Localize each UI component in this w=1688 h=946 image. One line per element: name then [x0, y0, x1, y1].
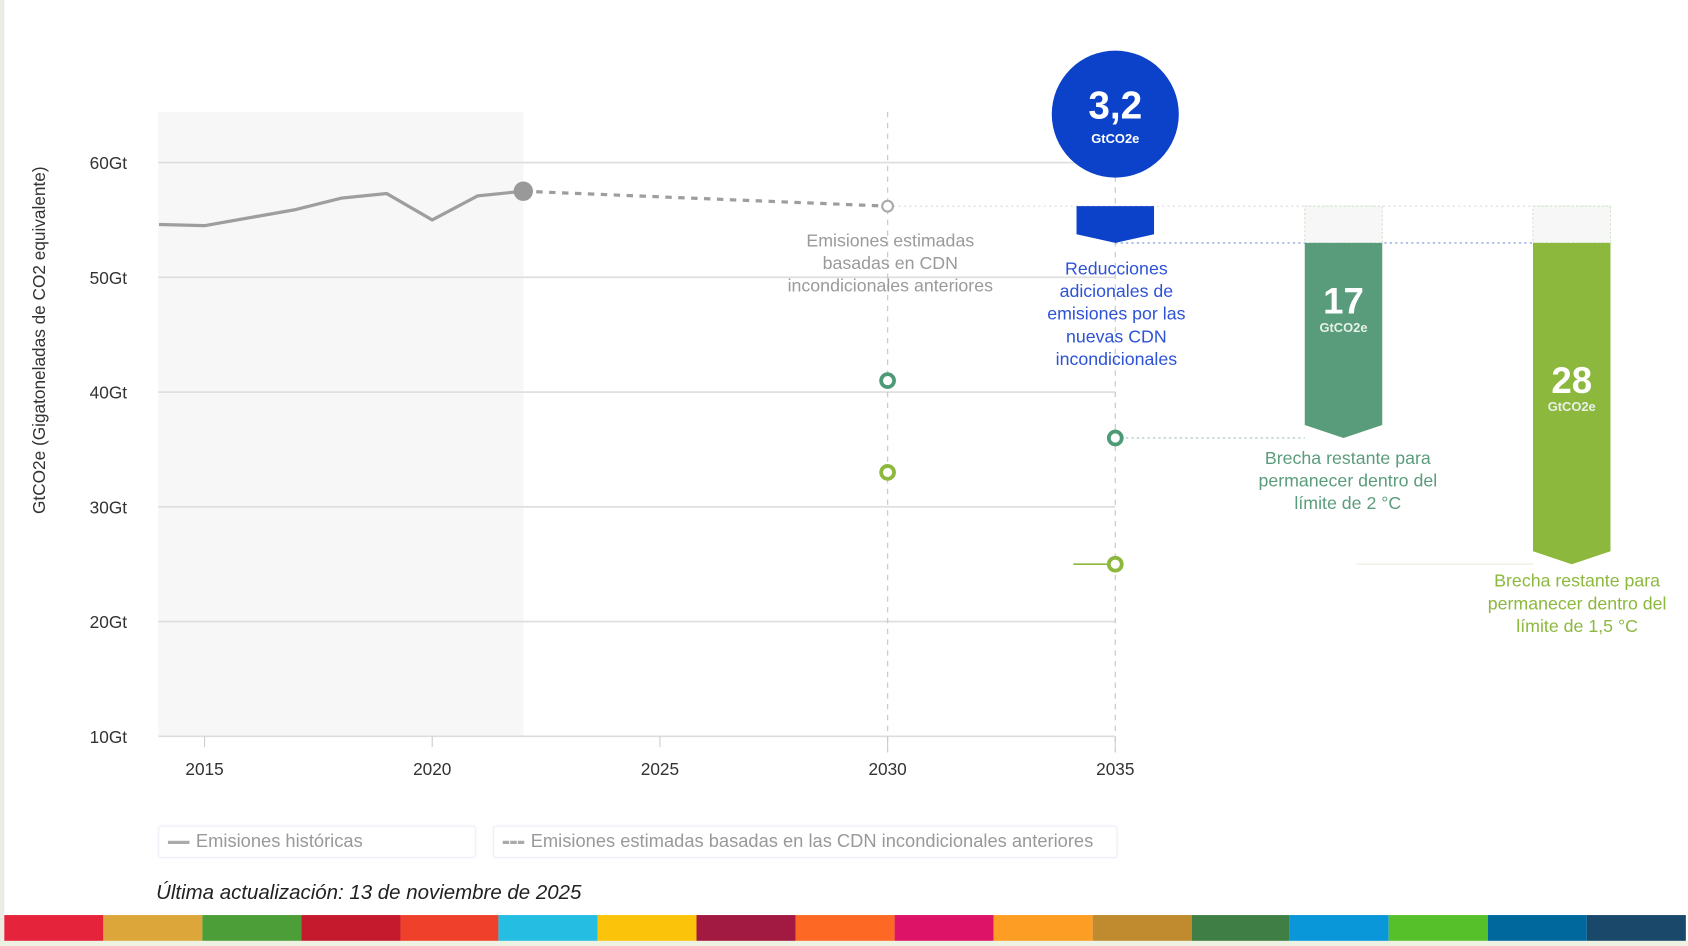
gap-bar-outline	[1304, 205, 1383, 244]
sdg-color-10	[894, 915, 994, 941]
target-point-2030	[879, 464, 896, 481]
reduction-bubble	[1051, 50, 1179, 178]
emissions-chart: 10Gt 20Gt 30Gt 40Gt 50Gt 60Gt 2015 2020 2025 2030…	[90, 50, 1612, 779]
x-tick-label: 2020	[413, 759, 451, 779]
y-axis-label: GtCO2e (Gigatoneladas de CO2 equivalente…	[31, 166, 50, 514]
target-point-2035	[1106, 429, 1124, 447]
y-tick-label: 10Gt	[90, 727, 128, 747]
y-tick-label: 20Gt	[90, 612, 128, 632]
sdg-color-14	[1290, 915, 1389, 941]
sdg-color-9	[795, 915, 895, 941]
legend-item-projected[interactable]: Emisiones estimadas basadas en las CDN i…	[493, 825, 1118, 858]
sdg-color-17	[1586, 915, 1686, 941]
legend-label: Emisiones estimadas basadas en las CDN i…	[530, 831, 1094, 852]
gap-value: 17	[1323, 281, 1364, 322]
sdg-color-2	[103, 915, 203, 941]
gap-2c-label: Brecha restante para permanecer dentro d…	[1258, 448, 1438, 514]
x-tick-label: 2015	[185, 759, 223, 779]
projected-2030-point	[881, 199, 895, 213]
bottom-edge	[0, 940, 1688, 946]
sdg-color-12	[1092, 915, 1192, 941]
legend-item-historical[interactable]: Emisiones históricas	[158, 825, 476, 858]
reduction-value: 3,2	[1088, 84, 1142, 127]
gap-bar-17	[1304, 242, 1383, 438]
target-point-2035	[1106, 555, 1124, 573]
sdg-color-16	[1487, 915, 1587, 941]
y-tick-label: 30Gt	[90, 497, 128, 517]
x-tick-label: 2035	[1096, 759, 1134, 779]
sdg-color-5	[399, 915, 499, 941]
sdg-color-15	[1388, 915, 1488, 941]
sdg-color-1	[4, 915, 104, 941]
sdg-color-strip	[4, 915, 1686, 941]
gap-bar-outline	[1532, 205, 1612, 244]
gap-unit: GtCO2e	[1319, 320, 1367, 335]
reduction-label: Reducciones adicionales de emisiones por…	[1047, 259, 1186, 370]
sdg-color-8	[696, 915, 796, 941]
solid-line-swatch	[167, 840, 190, 844]
sdg-color-7	[597, 915, 697, 941]
y-tick-label: 50Gt	[90, 268, 128, 288]
y-tick-label: 40Gt	[90, 383, 128, 403]
x-tick-label: 2025	[641, 759, 679, 779]
gap-15c-label: Brecha restante para permanecer dentro d…	[1487, 571, 1667, 637]
historical-emissions-line	[158, 189, 524, 228]
sdg-color-11	[993, 915, 1093, 941]
sdg-color-13	[1191, 915, 1291, 941]
last-updated: Última actualización: 13 de noviembre de…	[156, 881, 582, 905]
target-point-2030	[879, 372, 896, 389]
sdg-color-6	[498, 915, 598, 941]
historical-shading	[158, 111, 524, 737]
window-edge	[0, 0, 5, 946]
legend-label: Emisiones históricas	[195, 831, 363, 852]
reduction-bar	[1076, 206, 1155, 243]
projected-emissions-line	[523, 189, 888, 208]
gap-bar-28	[1532, 242, 1611, 565]
sdg-color-4	[301, 915, 400, 941]
gap-unit: GtCO2e	[1548, 399, 1596, 414]
gap-value: 28	[1551, 360, 1592, 401]
y-tick-label: 60Gt	[90, 153, 128, 173]
annotation-2030: Emisiones estimadas basadas en CDN incon…	[787, 231, 993, 297]
dashed-line-swatch	[502, 840, 525, 844]
historical-endpoint	[513, 181, 533, 201]
x-tick-label: 2030	[868, 759, 906, 779]
reduction-unit: GtCO2e	[1091, 131, 1139, 146]
sdg-color-3	[202, 915, 302, 941]
